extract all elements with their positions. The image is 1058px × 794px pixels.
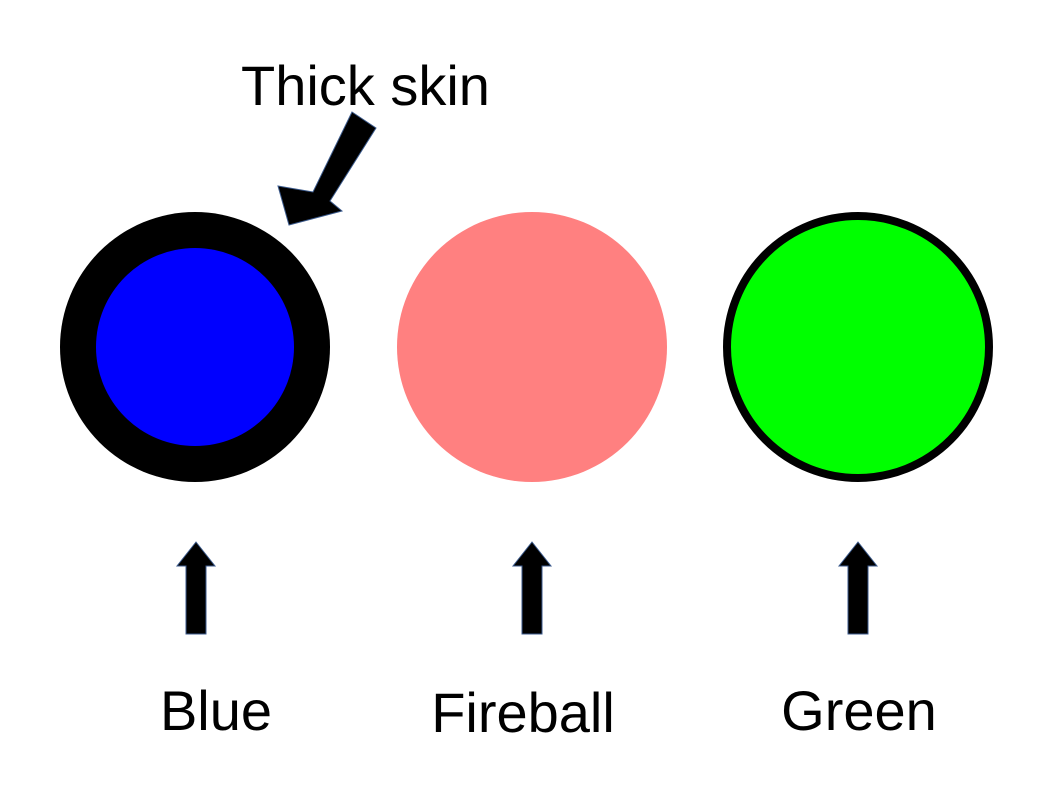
arrow-up-icon [175,541,217,635]
arrow-up-icon [511,541,553,635]
fireball-ball [397,212,667,482]
arrow-up-icon [837,541,879,635]
arrow-down-left-icon [277,111,377,226]
blue-ball [60,212,330,482]
thick-skin-label: Thick skin [241,54,490,117]
green-ball [723,212,993,482]
blue-ball-core [96,248,294,446]
blue-label: Blue [160,679,272,742]
fireball-label: Fireball [431,681,615,744]
green-label: Green [781,679,937,742]
